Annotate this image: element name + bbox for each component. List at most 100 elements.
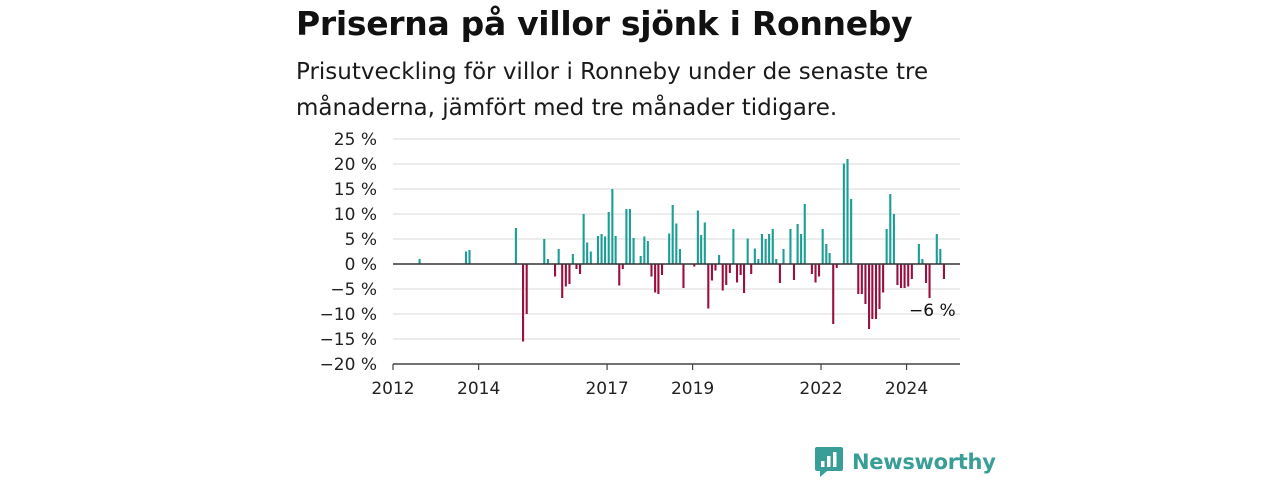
bar xyxy=(924,264,928,283)
bar xyxy=(732,229,735,264)
bar xyxy=(639,256,642,264)
bar xyxy=(721,264,724,291)
bar xyxy=(621,264,624,269)
bar xyxy=(700,235,703,264)
bar xyxy=(864,264,867,304)
bar xyxy=(678,249,682,264)
bar xyxy=(768,234,771,264)
bar xyxy=(743,264,746,293)
y-tick-label: −10 % xyxy=(320,305,377,325)
bar xyxy=(643,236,646,264)
bar xyxy=(618,264,621,286)
bar xyxy=(514,228,517,264)
y-tick-label: −15 % xyxy=(320,330,377,350)
bar xyxy=(650,264,653,277)
bar xyxy=(892,214,895,264)
bar xyxy=(682,264,685,288)
y-axis-ticks: 25 % 20 % 15 % 10 % 5 % 0 % −5 % −10 % −15 % −20 … xyxy=(320,130,377,375)
bar xyxy=(760,234,764,264)
bar xyxy=(874,264,878,319)
bar xyxy=(910,264,913,279)
x-axis: 2012 2014 2017 2019 2022 2024 xyxy=(371,363,960,399)
bar xyxy=(611,189,614,264)
y-tick-label: 10 % xyxy=(334,205,377,225)
bar xyxy=(739,264,742,275)
bar xyxy=(668,233,671,264)
bar xyxy=(660,264,664,275)
bar xyxy=(557,249,560,264)
bar xyxy=(568,264,571,284)
bar xyxy=(671,205,674,264)
bar xyxy=(600,234,603,264)
bar xyxy=(792,264,796,280)
bar xyxy=(810,264,813,274)
bar xyxy=(554,264,557,277)
bar xyxy=(821,229,824,264)
bar xyxy=(578,264,582,274)
bar xyxy=(735,264,739,283)
y-tick-label: 5 % xyxy=(345,230,377,250)
x-tick-label: 2014 xyxy=(457,379,500,399)
bar xyxy=(654,264,657,293)
bar xyxy=(468,250,471,264)
bar-series xyxy=(418,159,945,342)
bar xyxy=(464,251,468,264)
x-tick-label: 2017 xyxy=(585,379,628,399)
bar xyxy=(842,163,845,264)
bar xyxy=(878,264,881,309)
bar xyxy=(607,212,610,264)
bar xyxy=(917,244,920,264)
bar xyxy=(564,264,567,287)
bar xyxy=(725,264,728,285)
logo-text: Newsworthy xyxy=(852,450,996,474)
bar xyxy=(828,253,831,264)
bar xyxy=(896,264,899,285)
bar xyxy=(800,234,803,264)
bar xyxy=(789,229,792,264)
bar xyxy=(753,248,756,264)
x-tick-label: 2019 xyxy=(671,379,714,399)
chart-title: Priserna på villor sjönk i Ronneby xyxy=(296,4,913,43)
bar xyxy=(921,259,924,264)
bar xyxy=(817,264,821,277)
bar xyxy=(796,224,799,264)
bar xyxy=(868,264,871,329)
newsworthy-logo: Newsworthy xyxy=(814,446,996,478)
bar xyxy=(589,251,592,264)
bar xyxy=(803,204,806,264)
bar xyxy=(522,264,525,342)
x-tick-label: 2024 xyxy=(885,379,928,399)
bar xyxy=(728,264,731,273)
bar xyxy=(657,264,660,294)
bar xyxy=(543,239,546,264)
bar xyxy=(764,239,767,264)
bar xyxy=(628,209,631,264)
bar xyxy=(885,229,888,264)
bar xyxy=(782,249,785,264)
bar xyxy=(775,259,778,264)
bar xyxy=(614,236,617,264)
bar xyxy=(814,264,817,283)
bar xyxy=(718,255,721,264)
bar xyxy=(935,234,938,264)
bar xyxy=(850,199,853,264)
bar xyxy=(418,259,421,264)
bar xyxy=(525,264,528,314)
y-tick-label: 15 % xyxy=(334,180,377,200)
bar xyxy=(903,264,906,288)
bar xyxy=(707,264,710,309)
bar xyxy=(710,264,713,281)
bar xyxy=(586,242,589,264)
bar xyxy=(860,264,863,294)
bar xyxy=(942,264,945,279)
bar xyxy=(646,241,649,264)
bar xyxy=(703,222,706,264)
bar xyxy=(571,254,574,264)
bar xyxy=(900,264,903,288)
last-value-label: −6 % xyxy=(909,301,956,321)
newsworthy-logo-icon xyxy=(815,447,843,477)
annotations: −6 % xyxy=(909,301,956,321)
bar xyxy=(835,264,838,268)
bar xyxy=(575,264,578,269)
y-tick-label: 0 % xyxy=(345,255,377,275)
